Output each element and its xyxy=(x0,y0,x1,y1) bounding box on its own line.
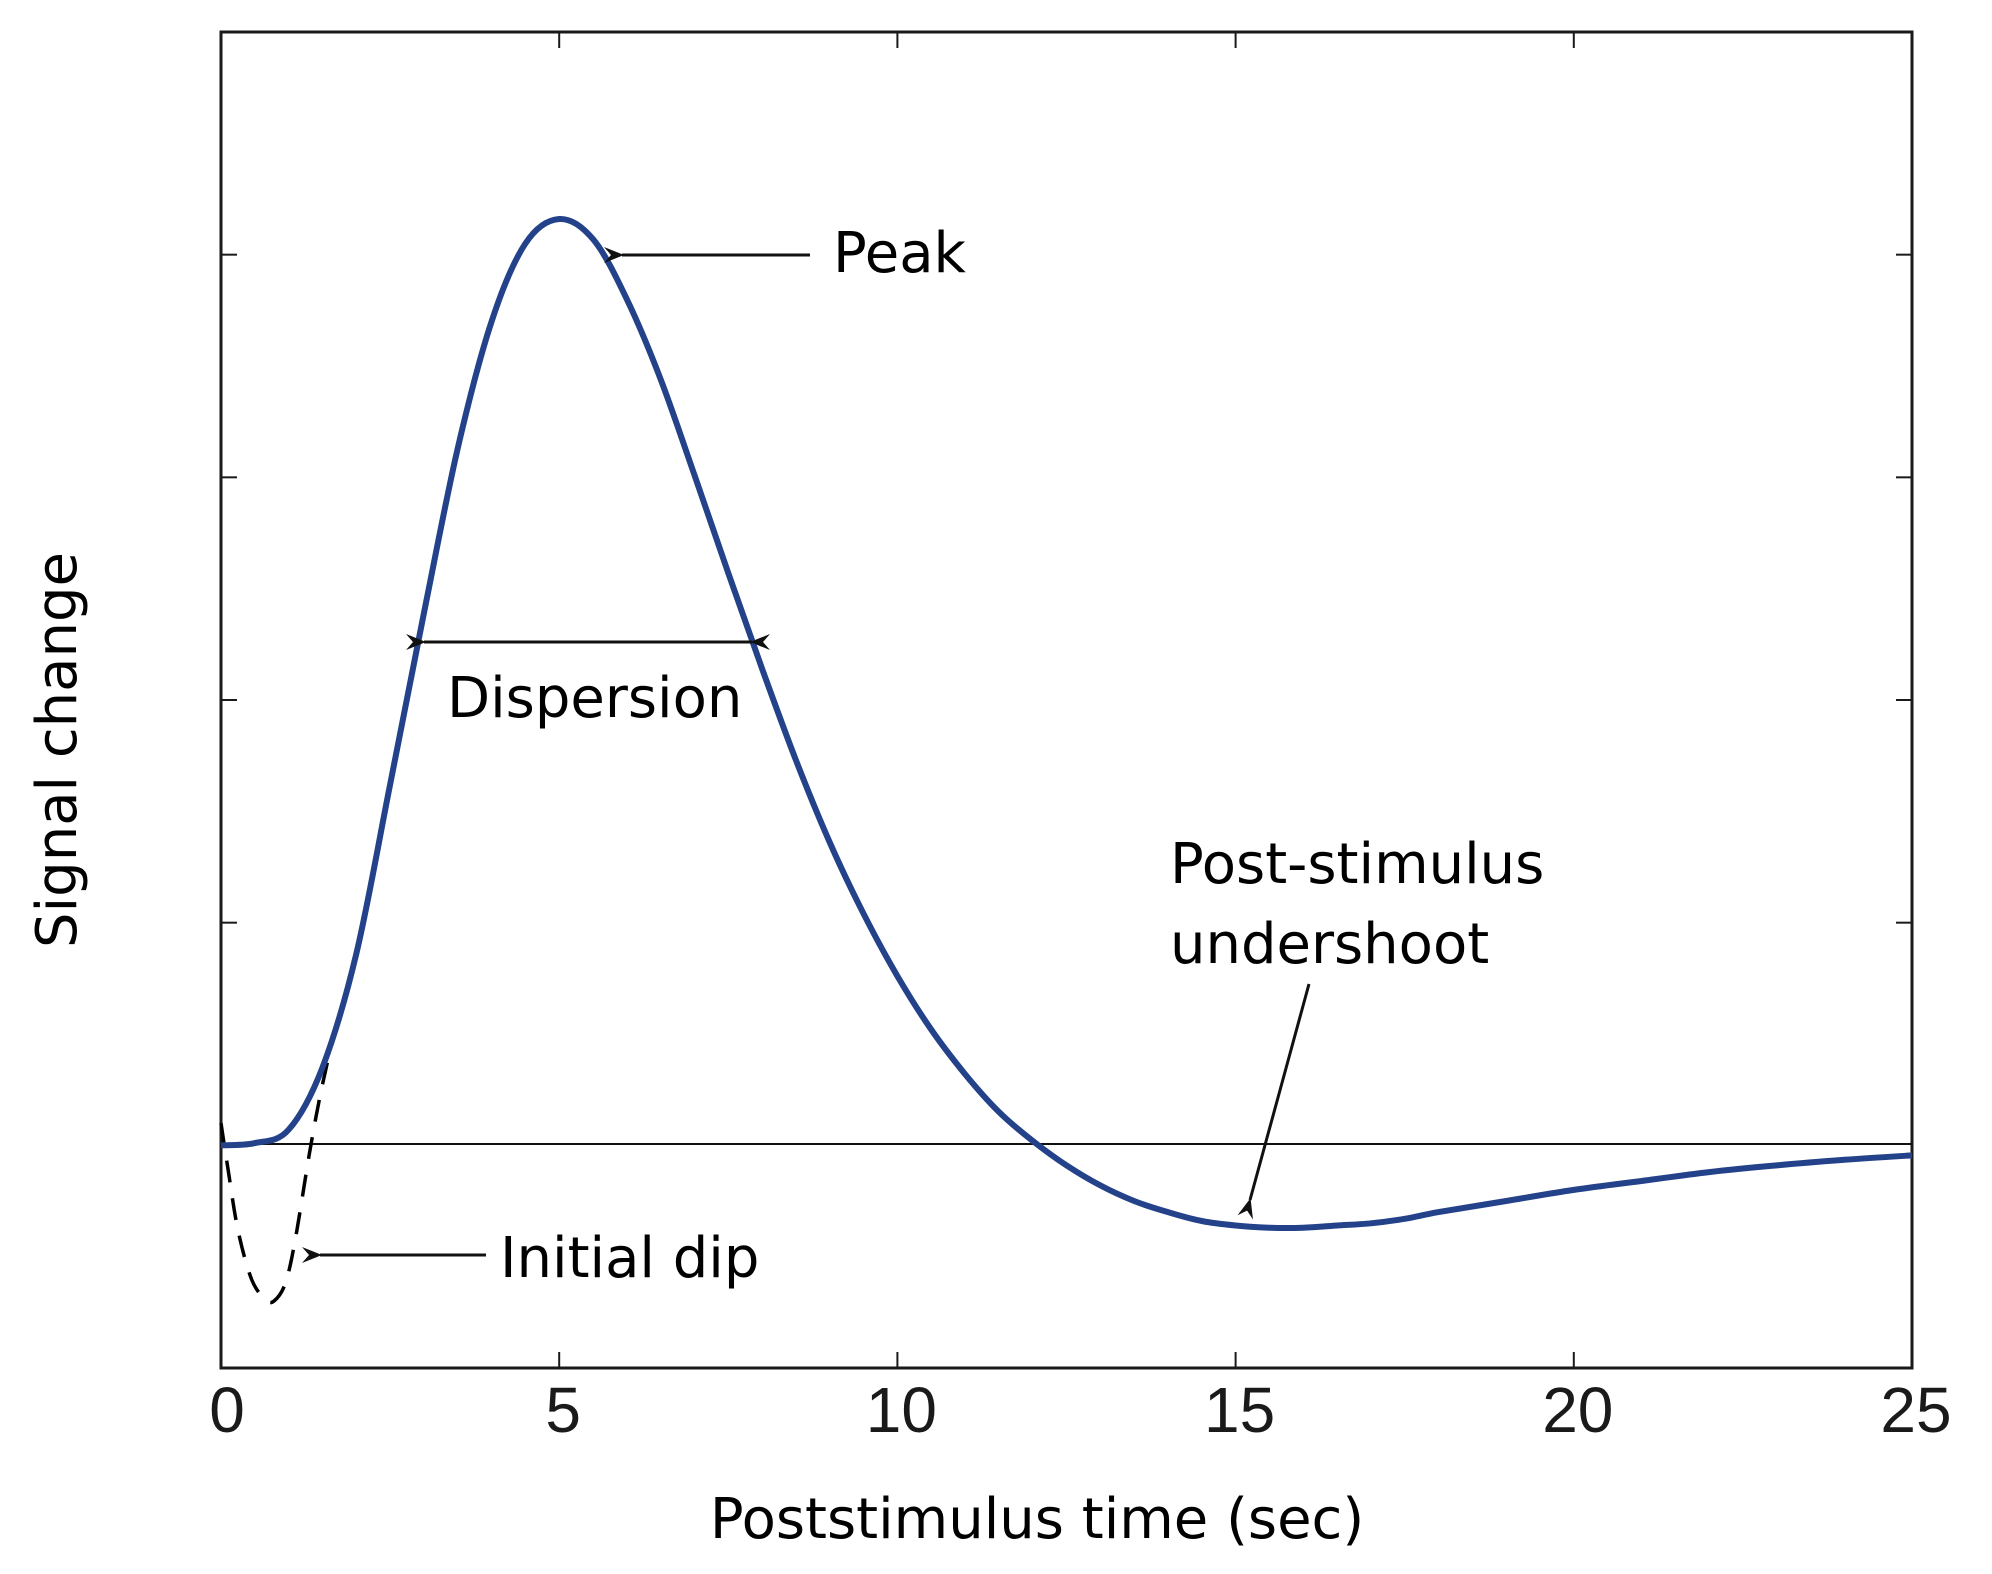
x-axis-title: Poststimulus time (sec) xyxy=(710,1487,1364,1552)
x-tick-label: 25 xyxy=(1880,1374,1951,1446)
dispersion-label: Dispersion xyxy=(447,666,742,731)
undershoot-label-line1: Post-stimulus xyxy=(1170,832,1544,897)
axis-ticks xyxy=(221,32,1912,1368)
hrf-curve xyxy=(220,215,1913,1231)
x-tick-label: 5 xyxy=(545,1374,581,1446)
undershoot-arrow xyxy=(1237,983,1311,1220)
x-tick-label: 0 xyxy=(209,1374,245,1446)
x-tick-label: 15 xyxy=(1204,1374,1275,1446)
x-tick-labels: 0 5 10 15 20 25 xyxy=(209,1374,1951,1446)
x-tick-label: 20 xyxy=(1542,1374,1613,1446)
x-tick-label: 10 xyxy=(866,1374,937,1446)
initial-dip-dashed-curve xyxy=(219,1044,334,1305)
peak-label: Peak xyxy=(833,221,967,286)
initial-dip-label: Initial dip xyxy=(500,1226,759,1291)
undershoot-label-line2: undershoot xyxy=(1170,912,1489,977)
y-axis-title: Signal change xyxy=(25,552,90,948)
